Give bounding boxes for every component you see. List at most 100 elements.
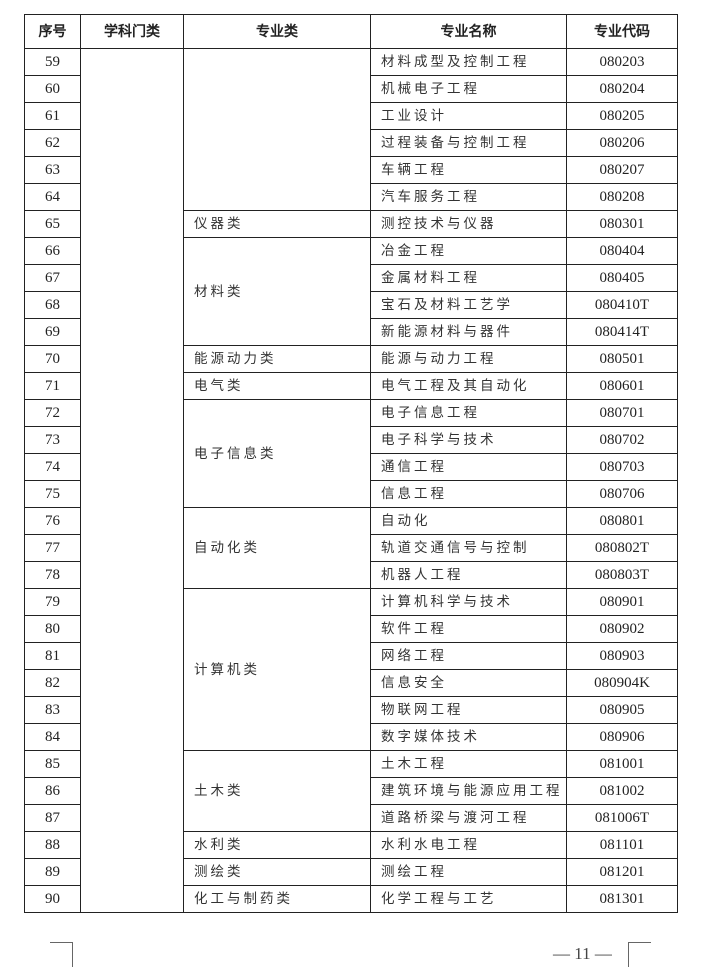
row-number: 78 xyxy=(24,561,81,589)
major-code: 080706 xyxy=(566,480,678,508)
discipline-cell xyxy=(80,48,184,913)
major-code: 080410T xyxy=(566,291,678,319)
table-row: 59 材料成型及控制工程 080203 xyxy=(24,48,678,913)
row-number: 83 xyxy=(24,696,81,724)
major-name: 通信工程 xyxy=(370,453,567,481)
major-code: 080902 xyxy=(566,615,678,643)
category-cell xyxy=(183,48,371,211)
header-no: 序号 xyxy=(24,14,81,49)
major-name: 测绘工程 xyxy=(370,858,567,886)
table-row: 81 网络工程 080903 xyxy=(24,642,678,670)
row-number: 77 xyxy=(24,534,81,562)
category-cell: 仪器类 xyxy=(183,210,371,238)
row-number: 75 xyxy=(24,480,81,508)
major-name: 物联网工程 xyxy=(370,696,567,724)
major-name: 水利水电工程 xyxy=(370,831,567,859)
major-name: 机械电子工程 xyxy=(370,75,567,103)
major-name: 宝石及材料工艺学 xyxy=(370,291,567,319)
major-code: 081002 xyxy=(566,777,678,805)
major-code: 080703 xyxy=(566,453,678,481)
table-row: 65 仪器类 测控技术与仪器 080301 xyxy=(24,210,678,238)
major-name: 数字媒体技术 xyxy=(370,723,567,751)
table-row: 85 土木类 土木工程 081001 xyxy=(24,750,678,832)
major-code: 080904K xyxy=(566,669,678,697)
major-name: 网络工程 xyxy=(370,642,567,670)
major-name: 冶金工程 xyxy=(370,237,567,265)
major-code: 080405 xyxy=(566,264,678,292)
major-code: 081001 xyxy=(566,750,678,778)
row-number: 60 xyxy=(24,75,81,103)
major-name: 金属材料工程 xyxy=(370,264,567,292)
row-number: 88 xyxy=(24,831,81,859)
crop-mark-right xyxy=(628,942,651,967)
major-code: 080208 xyxy=(566,183,678,211)
row-number: 70 xyxy=(24,345,81,373)
major-code: 080901 xyxy=(566,588,678,616)
major-code: 080203 xyxy=(566,48,678,76)
major-name: 材料成型及控制工程 xyxy=(370,48,567,76)
header-name: 专业名称 xyxy=(370,14,567,49)
row-number: 87 xyxy=(24,804,81,832)
major-name: 轨道交通信号与控制 xyxy=(370,534,567,562)
major-name: 土木工程 xyxy=(370,750,567,778)
major-code: 080903 xyxy=(566,642,678,670)
major-name: 计算机科学与技术 xyxy=(370,588,567,616)
major-name: 车辆工程 xyxy=(370,156,567,184)
category-cell: 水利类 xyxy=(183,831,371,859)
major-name: 新能源材料与器件 xyxy=(370,318,567,346)
table-row: 61 工业设计 080205 xyxy=(24,102,678,130)
major-code: 080204 xyxy=(566,75,678,103)
major-code: 081006T xyxy=(566,804,678,832)
category-cell: 材料类 xyxy=(183,237,371,346)
major-name: 工业设计 xyxy=(370,102,567,130)
major-name: 汽车服务工程 xyxy=(370,183,567,211)
table-body: 59 材料成型及控制工程 080203 60 机械电子工程 080204 61 工业设计 080… xyxy=(24,48,678,913)
major-name: 化学工程与工艺 xyxy=(370,885,567,913)
table-row: 88 水利类 水利水电工程 081101 xyxy=(24,831,678,859)
major-name: 道路桥梁与渡河工程 xyxy=(370,804,567,832)
major-name: 电子信息工程 xyxy=(370,399,567,427)
row-number: 86 xyxy=(24,777,81,805)
major-code: 080414T xyxy=(566,318,678,346)
major-code: 080205 xyxy=(566,102,678,130)
major-name: 测控技术与仪器 xyxy=(370,210,567,238)
table-row: 69 新能源材料与器件 080414T xyxy=(24,318,678,346)
table-row: 63 车辆工程 080207 xyxy=(24,156,678,184)
row-number: 89 xyxy=(24,858,81,886)
major-name: 过程装备与控制工程 xyxy=(370,129,567,157)
row-number: 84 xyxy=(24,723,81,751)
header-row: 序号 学科门类 专业类 专业名称 专业代码 xyxy=(24,14,678,49)
row-number: 81 xyxy=(24,642,81,670)
row-number: 71 xyxy=(24,372,81,400)
table-row: 73 电子科学与技术 080702 xyxy=(24,426,678,454)
major-code: 080601 xyxy=(566,372,678,400)
page-number: — 11 — xyxy=(553,944,612,963)
header-category: 专业类 xyxy=(183,14,371,49)
major-code: 080801 xyxy=(566,507,678,535)
major-name: 电子科学与技术 xyxy=(370,426,567,454)
table-row: 79 计算机类 计算机科学与技术 080901 xyxy=(24,588,678,751)
major-name: 能源与动力工程 xyxy=(370,345,567,373)
crop-mark-left xyxy=(50,942,73,967)
row-number: 59 xyxy=(24,48,81,76)
table-row: 90 化工与制药类 化学工程与工艺 081301 xyxy=(24,885,678,913)
major-code: 080207 xyxy=(566,156,678,184)
row-number: 65 xyxy=(24,210,81,238)
category-cell: 测绘类 xyxy=(183,858,371,886)
category-cell: 化工与制药类 xyxy=(183,885,371,913)
row-number: 74 xyxy=(24,453,81,481)
major-name: 机器人工程 xyxy=(370,561,567,589)
table-row: 72 电子信息类 电子信息工程 080701 xyxy=(24,399,678,508)
table-row: 89 测绘类 测绘工程 081201 xyxy=(24,858,678,886)
category-cell: 电气类 xyxy=(183,372,371,400)
major-code: 080803T xyxy=(566,561,678,589)
category-cell: 计算机类 xyxy=(183,588,371,751)
category-cell: 能源动力类 xyxy=(183,345,371,373)
category-cell: 自动化类 xyxy=(183,507,371,589)
major-code: 080702 xyxy=(566,426,678,454)
major-code: 080301 xyxy=(566,210,678,238)
row-number: 82 xyxy=(24,669,81,697)
row-number: 72 xyxy=(24,399,81,427)
major-name: 信息安全 xyxy=(370,669,567,697)
row-number: 69 xyxy=(24,318,81,346)
